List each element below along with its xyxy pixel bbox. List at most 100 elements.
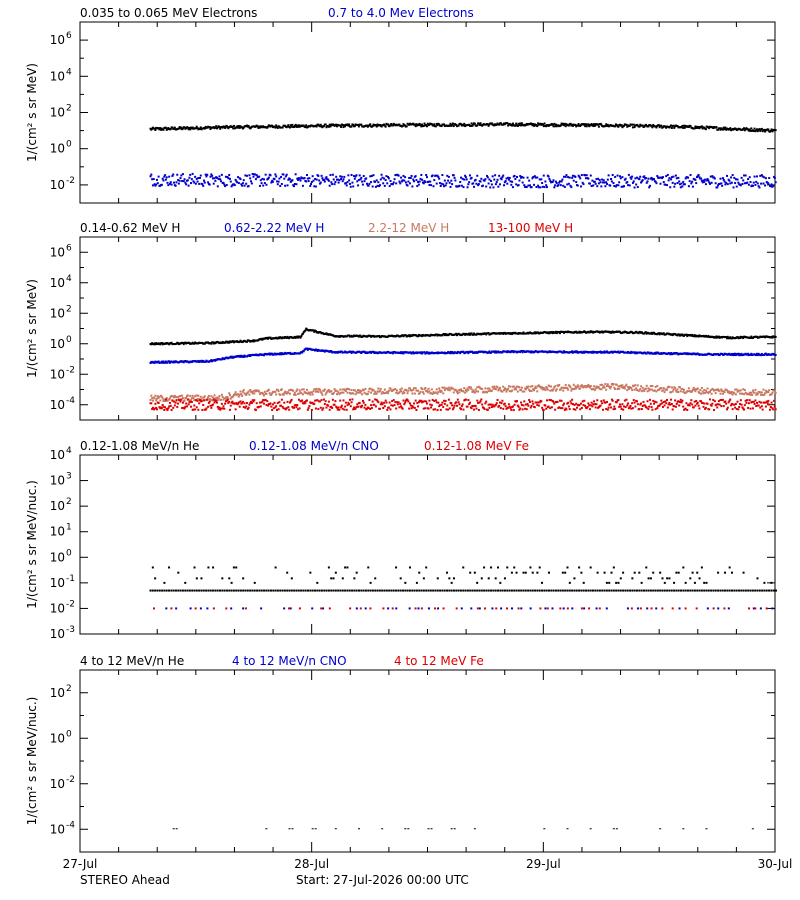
- data-point: [618, 405, 621, 408]
- data-point: [446, 387, 449, 390]
- data-point: [760, 393, 763, 396]
- data-point: [581, 400, 584, 403]
- data-point: [659, 182, 662, 185]
- data-point: [727, 178, 730, 181]
- data-point: [524, 403, 527, 406]
- data-point: [609, 184, 612, 187]
- data-point: [667, 403, 670, 406]
- data-point: [683, 183, 686, 186]
- data-point: [225, 124, 228, 127]
- data-point: [443, 123, 446, 126]
- data-point: [678, 180, 681, 183]
- data-point: [475, 333, 478, 336]
- data-point: [305, 174, 308, 177]
- data-point: [262, 393, 265, 396]
- data-point: [211, 403, 214, 406]
- legend-entry: 0.14-0.62 MeV H: [80, 221, 180, 235]
- data-point: [309, 184, 312, 187]
- data-point: [218, 126, 221, 129]
- data-point: [274, 589, 277, 592]
- data-point: [423, 351, 426, 354]
- data-point: [714, 182, 717, 185]
- data-point: [443, 334, 446, 337]
- data-point: [189, 173, 192, 176]
- data-point: [697, 173, 700, 176]
- data-point: [697, 335, 700, 338]
- data-point: [187, 403, 190, 406]
- data-point: [188, 126, 191, 129]
- data-point: [227, 177, 230, 180]
- data-point: [276, 402, 279, 405]
- data-point: [192, 180, 195, 183]
- data-point: [455, 332, 458, 335]
- data-point: [752, 129, 755, 132]
- data-point: [496, 398, 499, 401]
- data-point: [425, 125, 428, 128]
- y-tick-exponent: 2: [66, 304, 72, 314]
- data-point: [583, 399, 586, 402]
- data-point: [628, 124, 631, 127]
- data-point: [617, 125, 620, 128]
- data-point: [155, 399, 158, 402]
- data-point: [438, 182, 441, 185]
- data-point: [472, 405, 475, 408]
- y-tick-exponent: -4: [66, 396, 75, 406]
- data-point: [196, 397, 199, 400]
- data-point: [476, 124, 479, 127]
- data-point: [726, 174, 729, 177]
- data-point: [748, 399, 751, 402]
- data-point: [165, 408, 168, 411]
- data-point: [366, 392, 369, 395]
- data-point: [468, 401, 471, 404]
- data-point: [506, 122, 509, 125]
- data-point: [605, 350, 608, 353]
- data-point: [434, 125, 437, 128]
- data-point: [640, 331, 643, 334]
- data-point: [281, 126, 284, 129]
- data-point: [162, 179, 165, 182]
- data-point: [220, 393, 223, 396]
- data-point: [680, 401, 683, 404]
- data-point: [731, 393, 734, 396]
- data-point: [255, 174, 258, 177]
- data-point: [768, 408, 771, 411]
- data-point: [272, 407, 275, 410]
- data-point: [562, 184, 565, 187]
- data-point: [320, 399, 323, 402]
- data-point: [303, 400, 306, 403]
- data-point: [467, 183, 470, 186]
- data-point: [567, 176, 570, 179]
- data-point: [767, 391, 770, 394]
- data-point: [717, 403, 720, 406]
- data-point: [547, 175, 550, 178]
- data-point: [228, 577, 231, 580]
- data-point: [173, 126, 176, 129]
- data-point: [232, 589, 235, 592]
- data-point: [327, 178, 330, 181]
- data-point: [721, 398, 724, 401]
- data-point: [743, 174, 746, 177]
- data-point: [411, 392, 414, 395]
- data-point: [275, 405, 278, 408]
- data-point: [150, 173, 153, 176]
- data-point: [306, 392, 309, 395]
- data-point: [757, 404, 760, 407]
- data-point: [207, 566, 210, 569]
- data-point: [490, 389, 493, 392]
- data-point: [437, 390, 440, 393]
- data-point: [384, 125, 387, 128]
- data-point: [452, 125, 455, 128]
- data-point: [681, 388, 684, 391]
- data-point: [613, 185, 616, 188]
- data-point: [323, 179, 326, 182]
- data-point: [654, 385, 657, 388]
- data-point: [469, 124, 472, 127]
- data-point: [476, 386, 479, 389]
- data-point: [634, 177, 637, 180]
- data-point: [567, 405, 570, 408]
- data-point: [391, 124, 394, 127]
- data-point: [720, 388, 723, 391]
- data-point: [344, 401, 347, 404]
- data-point: [354, 407, 357, 410]
- data-point: [615, 401, 618, 404]
